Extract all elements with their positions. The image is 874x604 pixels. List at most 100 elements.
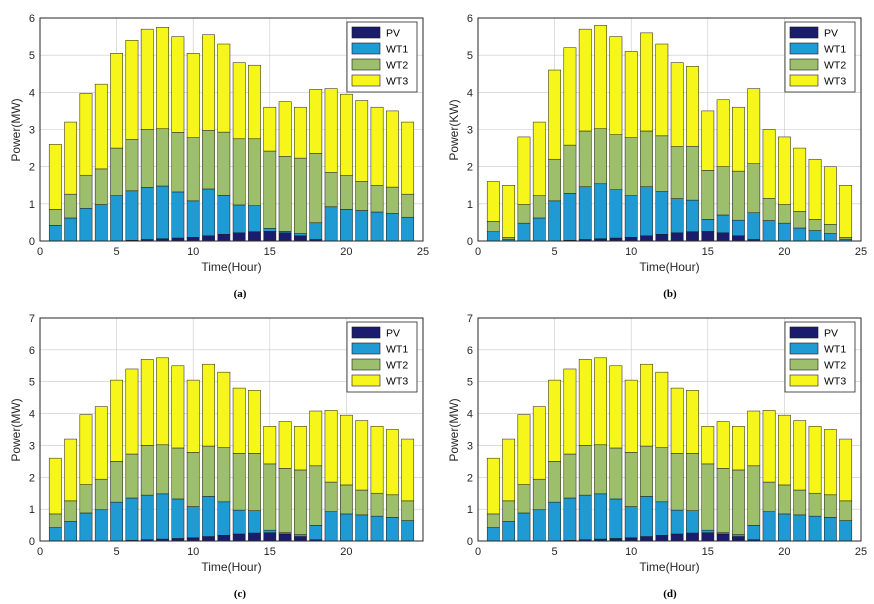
bar-segment-wt2-hour-23 [823, 224, 837, 234]
bar-segment-wt3-hour-24 [839, 185, 853, 238]
bar-segment-wt3-hour-3 [79, 93, 93, 176]
bar-segment-pv-hour-15 [263, 532, 277, 542]
y-tick-label: 7 [467, 313, 473, 325]
bar-segment-pv-hour-12 [655, 234, 669, 242]
legend-label-wt1: WT1 [386, 344, 408, 356]
legend-swatch-wt3 [789, 74, 819, 87]
bar-segment-wt3-hour-12 [217, 371, 231, 448]
bar-segment-wt3-hour-10 [624, 51, 638, 138]
bar-segment-wt2-hour-15 [701, 463, 715, 531]
bar-segment-wt3-hour-21 [793, 147, 807, 212]
x-tick-label: 0 [37, 246, 43, 258]
legend-swatch-wt1 [789, 42, 819, 55]
bar-segment-wt1-hour-5 [548, 501, 561, 542]
bar-segment-pv-hour-11 [640, 235, 653, 242]
y-tick-label: 6 [467, 345, 473, 357]
y-tick-label: 0 [467, 236, 473, 248]
bar-segment-wt3-hour-21 [355, 100, 369, 182]
bar-segment-wt3-hour-16 [278, 421, 292, 469]
x-tick-label: 0 [475, 546, 481, 558]
bar-segment-wt2-hour-18 [309, 153, 323, 224]
y-tick-label: 2 [29, 472, 35, 484]
bar-segment-wt2-hour-8 [156, 128, 169, 187]
bar-segment-wt3-hour-20 [340, 414, 353, 486]
bar-segment-wt2-hour-18 [309, 465, 323, 526]
bar-segment-wt1-hour-8 [156, 185, 169, 240]
y-tick-label: 3 [29, 125, 35, 137]
bar-segment-pv-hour-15 [263, 231, 277, 242]
bar-segment-wt2-hour-13 [232, 453, 246, 511]
x-tick-label: 25 [855, 246, 867, 258]
bar-segment-wt1-hour-22 [370, 515, 384, 542]
bar-segment-wt1-hour-4 [94, 509, 108, 542]
bar-segment-wt1-hour-15 [701, 219, 715, 232]
x-tick-label: 5 [552, 546, 558, 558]
legend-swatch-wt1 [789, 342, 819, 355]
bar-segment-wt2-hour-2 [502, 237, 516, 240]
bar-segment-wt2-hour-1 [486, 221, 500, 232]
bar-segment-wt2-hour-1 [48, 513, 62, 528]
bar-segment-pv-hour-15 [701, 231, 715, 242]
bar-segment-wt3-hour-16 [278, 101, 292, 157]
bar-segment-wt2-hour-10 [624, 137, 638, 196]
bar-segment-wt1-hour-19 [324, 206, 338, 242]
y-tick-label: 4 [29, 87, 35, 99]
bar-segment-wt2-hour-17 [294, 157, 307, 234]
bar-segment-wt1-hour-22 [808, 230, 822, 242]
y-tick-label: 5 [29, 377, 35, 389]
legend-swatch-pv [351, 26, 381, 39]
y-tick-label: 6 [29, 345, 35, 357]
bar-segment-pv-hour-17 [294, 536, 307, 542]
bar-segment-wt3-hour-6 [125, 40, 139, 140]
bar-segment-wt2-hour-7 [140, 129, 154, 188]
bar-segment-wt2-hour-12 [655, 447, 669, 503]
bar-segment-pv-hour-14 [686, 231, 699, 242]
bar-segment-wt2-hour-5 [110, 147, 123, 196]
bar-segment-wt2-hour-7 [578, 445, 592, 496]
bar-segment-wt1-hour-16 [716, 214, 730, 234]
bar-segment-wt2-hour-21 [793, 211, 807, 229]
bar-segment-wt2-hour-12 [217, 131, 231, 196]
bar-segment-pv-hour-13 [232, 232, 246, 242]
bar-segment-wt1-hour-14 [686, 510, 699, 534]
bar-segment-wt1-hour-15 [263, 228, 277, 232]
legend-swatch-wt1 [351, 42, 381, 55]
bar-segment-wt1-hour-6 [563, 497, 577, 541]
bar-segment-wt3-hour-20 [340, 93, 353, 176]
bar-segment-wt1-hour-13 [670, 198, 684, 234]
bar-segment-wt3-hour-2 [502, 438, 516, 502]
bar-segment-wt3-hour-12 [217, 43, 231, 133]
y-tick-label: 5 [467, 50, 473, 62]
bar-segment-wt3-hour-9 [609, 365, 623, 449]
x-axis-label: Time(Hour) [201, 260, 261, 274]
x-tick-label: 0 [475, 246, 481, 258]
bar-segment-wt2-hour-24 [401, 193, 415, 218]
bar-segment-wt2-hour-8 [594, 444, 607, 495]
bar-segment-wt2-hour-15 [701, 170, 715, 220]
bar-segment-wt3-hour-7 [578, 28, 592, 132]
bar-segment-wt2-hour-8 [156, 444, 169, 495]
bar-segment-wt2-hour-5 [548, 158, 561, 202]
y-tick-label: 0 [29, 236, 35, 248]
legend-label-wt1: WT1 [386, 44, 408, 56]
bar-segment-wt3-hour-23 [823, 429, 837, 496]
bar-segment-wt3-hour-6 [563, 368, 577, 455]
bar-segment-wt3-hour-7 [578, 359, 592, 446]
bar-segment-wt1-hour-2 [64, 521, 78, 542]
bar-segment-wt3-hour-1 [48, 457, 62, 515]
panel-caption: (c) [234, 588, 247, 600]
bar-segment-pv-hour-16 [278, 232, 292, 242]
bar-segment-wt2-hour-10 [624, 452, 638, 507]
bar-segment-wt3-hour-20 [778, 136, 791, 205]
bar-segment-pv-hour-15 [701, 532, 715, 542]
bar-segment-wt3-hour-14 [248, 64, 261, 140]
bar-segment-wt3-hour-22 [370, 106, 384, 186]
bar-segment-wt1-hour-22 [370, 211, 384, 242]
bar-segment-wt1-hour-5 [110, 195, 123, 242]
bar-segment-wt2-hour-9 [171, 447, 185, 500]
bar-segment-wt3-hour-17 [732, 426, 745, 471]
bar-segment-wt1-hour-15 [701, 529, 715, 533]
bar-segment-wt1-hour-17 [732, 534, 745, 537]
bar-segment-wt1-hour-21 [793, 514, 807, 542]
x-tick-label: 5 [114, 246, 120, 258]
